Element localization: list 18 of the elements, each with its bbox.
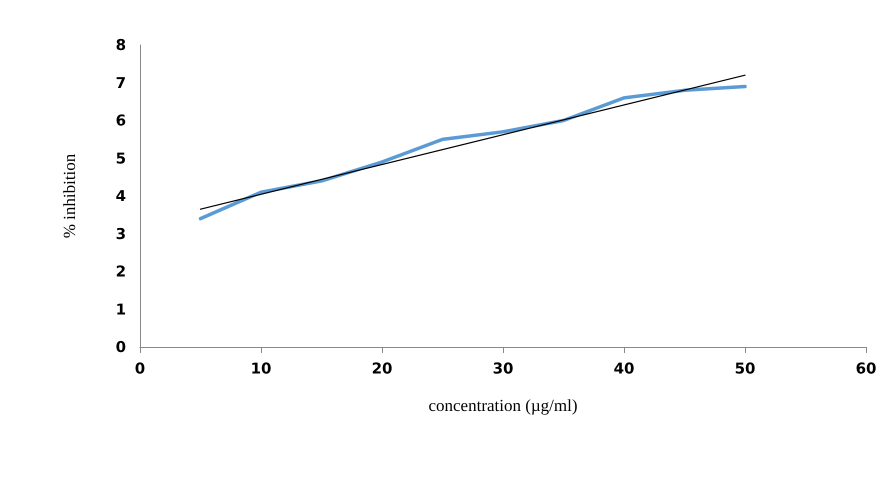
y-tick-label: 7: [116, 74, 126, 92]
x-tick-label: 30: [492, 360, 514, 378]
y-tick-label: 3: [116, 224, 126, 243]
x-axis-title: concentration (µg/ml): [428, 396, 578, 415]
x-tick-label: 50: [734, 360, 756, 378]
y-tick-label: 4: [116, 187, 126, 205]
y-tick-label: 2: [116, 262, 126, 280]
y-tick-label: 1: [116, 300, 126, 318]
y-tick-label: 5: [116, 149, 126, 168]
x-tick-label: 0: [134, 360, 146, 378]
y-tick-label: 0: [116, 338, 126, 356]
x-tick-label: 40: [614, 360, 634, 378]
y-tick-label: 6: [116, 112, 126, 130]
x-tick-label: 20: [372, 360, 392, 378]
y-tick-label: 8: [116, 36, 126, 54]
x-tick-label: 10: [250, 360, 272, 378]
y-axis-title: % inhibition: [60, 153, 79, 238]
x-tick-label: 60: [856, 360, 876, 378]
